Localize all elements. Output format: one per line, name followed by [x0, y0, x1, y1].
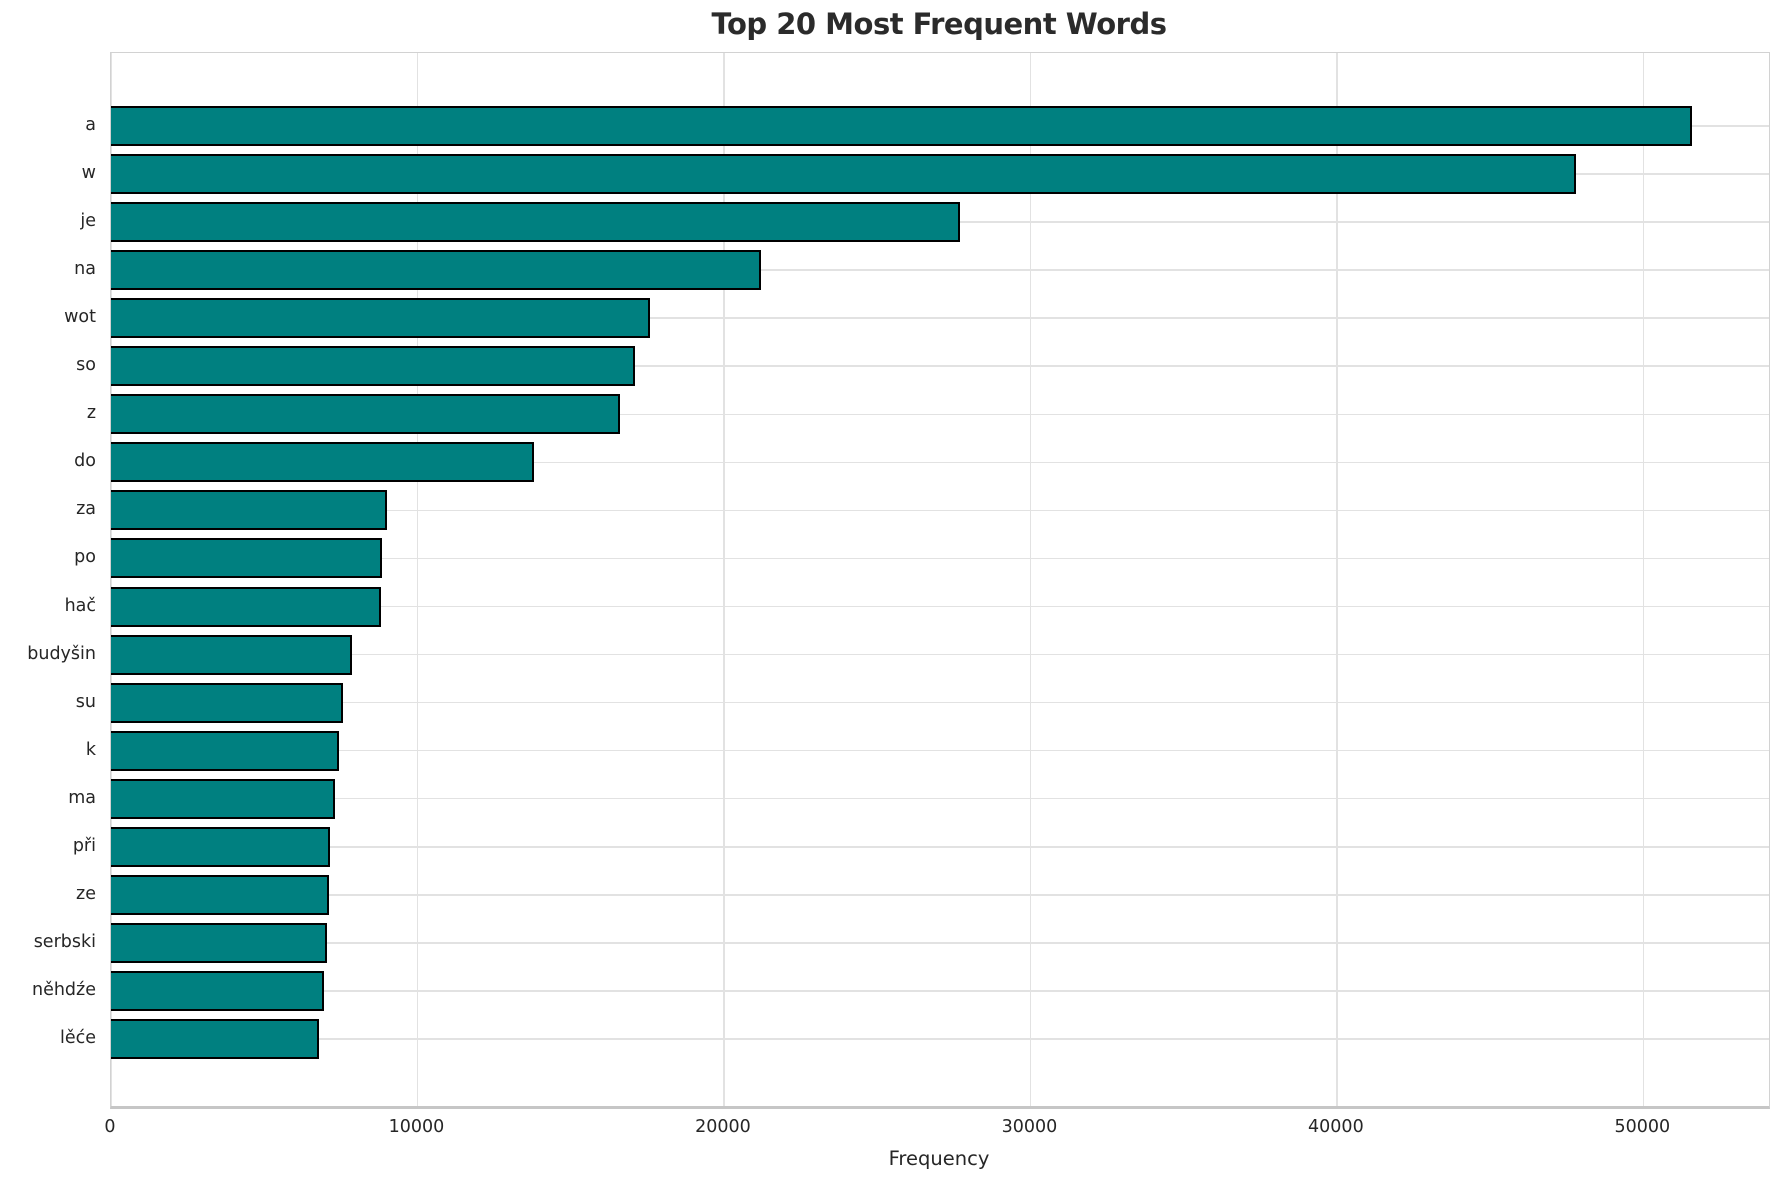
y-tick-label-je: je — [80, 211, 96, 232]
gridline-y-po — [111, 557, 1769, 560]
y-tick-label-za: za — [76, 499, 96, 520]
y-tick-label-wot: wot — [64, 307, 96, 328]
gridline-x-50000 — [1642, 53, 1645, 1106]
bar-serbski — [111, 922, 328, 963]
gridline-y-su — [111, 701, 1769, 704]
x-tick-label-20000: 20000 — [695, 1117, 751, 1137]
x-tick-label-10000: 10000 — [388, 1117, 445, 1137]
gridline-y-z — [111, 413, 1769, 416]
y-tick-label-po: po — [74, 547, 96, 568]
gridline-y-so — [111, 365, 1769, 368]
gridline-y-k — [111, 749, 1769, 752]
bar-do — [111, 442, 534, 483]
bar-hač — [111, 586, 381, 627]
y-tick-label-budyšin: budyšin — [27, 643, 96, 664]
y-tick-label-k: k — [85, 739, 96, 760]
bar-je — [111, 202, 960, 243]
bar-ma — [111, 778, 336, 819]
x-tick-label-0: 0 — [104, 1117, 116, 1137]
x-tick-label-50000: 50000 — [1614, 1117, 1671, 1137]
y-tick-label-lěće: lěće — [59, 1027, 96, 1048]
gridline-y-něhdźe — [111, 990, 1769, 992]
gridline-y-ze — [111, 894, 1769, 896]
x-axis-label: Frequency — [888, 1147, 990, 1170]
y-tick-label-hač: hač — [64, 595, 96, 616]
y-tick-label-na: na — [74, 259, 96, 280]
gridline-y-wot — [111, 317, 1769, 319]
x-tick-label-40000: 40000 — [1308, 1117, 1364, 1137]
gridline-x-10000 — [416, 53, 419, 1106]
bar-a — [111, 106, 1693, 146]
bar-na — [111, 250, 761, 291]
y-tick-label-serbski: serbski — [33, 931, 96, 952]
gridline-y-při — [111, 845, 1769, 848]
y-tick-label-so: so — [76, 355, 96, 376]
chart-title: Top 20 Most Frequent Words — [711, 7, 1167, 41]
bar-w — [111, 154, 1576, 195]
y-tick-label-z: z — [86, 403, 96, 424]
bar-po — [111, 538, 383, 579]
gridline-y-ma — [111, 797, 1769, 800]
gridline-y-na — [111, 269, 1769, 271]
gridline-y-do — [111, 461, 1769, 464]
gridline-x-30000 — [1029, 53, 1032, 1106]
bar-k — [111, 730, 340, 771]
bar-z — [111, 394, 620, 435]
y-tick-label-a: a — [85, 115, 96, 135]
bar-wot — [111, 298, 651, 339]
bar-za — [111, 490, 387, 531]
plot-area — [110, 52, 1770, 1109]
y-tick-label-su: su — [75, 691, 96, 712]
gridline-y-lěće — [111, 1038, 1769, 1040]
gridline-y-za — [111, 509, 1769, 512]
bar-lěće — [111, 1018, 320, 1059]
gridline-x-40000 — [1336, 53, 1338, 1106]
bar-budyšin — [111, 634, 353, 675]
x-tick-label-30000: 30000 — [1001, 1117, 1058, 1137]
bar-něhdźe — [111, 970, 324, 1011]
gridline-y-serbski — [111, 942, 1769, 944]
y-tick-label-ze: ze — [76, 883, 96, 904]
gridline-y-budyšin — [111, 653, 1769, 656]
y-tick-label-w: w — [81, 163, 96, 184]
gridline-x-20000 — [723, 53, 725, 1106]
bar-při — [111, 826, 331, 867]
y-tick-label-při: při — [72, 835, 96, 856]
bar-ze — [111, 874, 329, 915]
bar-su — [111, 682, 344, 723]
bar-so — [111, 346, 636, 387]
y-tick-label-do: do — [74, 451, 96, 472]
gridline-y-hač — [111, 605, 1769, 608]
y-tick-label-ma: ma — [68, 787, 96, 808]
gridline-x-0 — [111, 53, 112, 1106]
y-tick-label-něhdźe: něhdźe — [31, 979, 96, 1000]
